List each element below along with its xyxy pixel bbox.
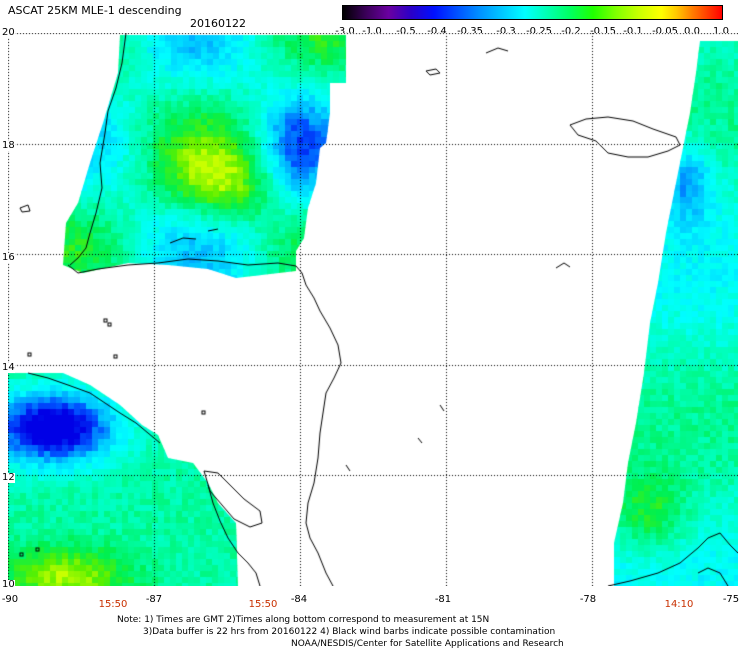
color-scale-label: -0.3 <box>496 26 516 37</box>
longitude-label: -81 <box>434 594 452 605</box>
latitude-label: 10 <box>2 579 15 590</box>
latitude-label: 20 <box>2 27 15 38</box>
footnote-line-3: NOAA/NESDIS/Center for Satellite Applica… <box>291 639 564 649</box>
product-date: 20160122 <box>190 17 246 30</box>
product-title: ASCAT 25KM MLE-1 descending <box>8 4 182 17</box>
color-scale-label: 1.0 <box>713 26 729 37</box>
color-scale-label: -0.35 <box>457 26 483 37</box>
color-scale-label: -3.0 <box>335 26 355 37</box>
color-scale-bar <box>342 5 723 20</box>
latitude-label: 12 <box>2 472 15 483</box>
pass-time-label: 15:50 <box>248 599 278 610</box>
footnote-line-2: 3)Data buffer is 22 hrs from 20160122 4)… <box>143 627 556 637</box>
longitude-label: -90 <box>1 594 19 605</box>
pass-time-label: 14:10 <box>664 599 694 610</box>
color-scale-label: 0.0 <box>684 26 700 37</box>
color-scale-label: -0.4 <box>427 26 447 37</box>
footnote-line-1: Note: 1) Times are GMT 2)Times along bot… <box>117 615 490 625</box>
longitude-label: -87 <box>145 594 163 605</box>
color-scale-label: -0.25 <box>526 26 552 37</box>
latitude-label: 16 <box>2 252 15 263</box>
latitude-label: 14 <box>2 362 15 373</box>
longitude-label: -75 <box>722 594 740 605</box>
color-scale-label: -0.1 <box>623 26 643 37</box>
scatterometer-map-canvas <box>8 33 738 586</box>
pass-time-label: 15:50 <box>98 599 128 610</box>
longitude-label: -78 <box>579 594 597 605</box>
color-scale-label: -0.2 <box>561 26 581 37</box>
longitude-label: -84 <box>290 594 308 605</box>
color-scale-label: -0.05 <box>652 26 678 37</box>
color-scale-label: -0.5 <box>396 26 416 37</box>
color-scale-label: -1.0 <box>362 26 382 37</box>
color-scale-label: -0.15 <box>590 26 616 37</box>
latitude-label: 18 <box>2 140 15 151</box>
